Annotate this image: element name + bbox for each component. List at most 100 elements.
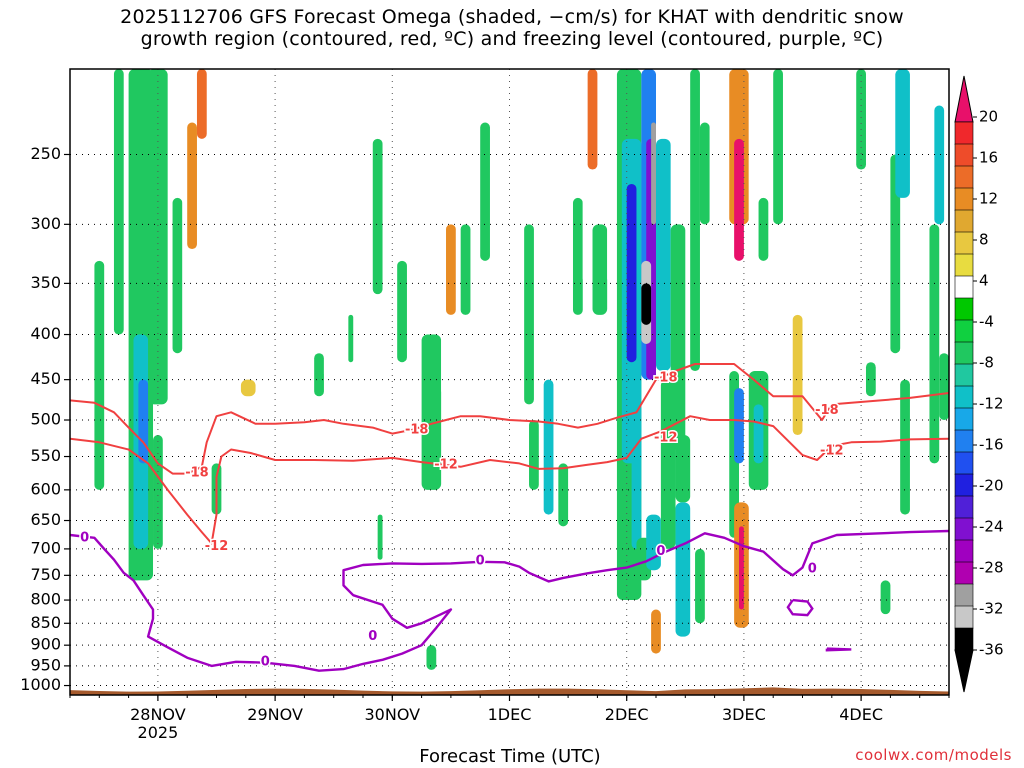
chart-title-line2: growth region (contoured, red, ºC) and f… (140, 28, 884, 50)
contour-label-13: 0 (808, 562, 817, 577)
colorbar-swatch-2 (954, 143, 974, 167)
omega-cell-86 (797, 69, 808, 139)
omega-cell-40 (529, 420, 539, 490)
omega-cell-20 (314, 353, 324, 397)
omega-cell-67 (675, 435, 691, 503)
omega-cell-74 (734, 138, 744, 261)
colorbar-swatch-3 (954, 165, 974, 189)
colorbar-swatch-12 (954, 363, 974, 387)
colorbar-label-13: -36 (979, 641, 1004, 659)
contour-label-10: 0 (368, 629, 377, 644)
omega-cell-36 (485, 502, 495, 560)
contour-label-5: -12 (654, 430, 678, 445)
colorbar-label-7: -12 (979, 395, 1004, 413)
colorbar-swatch-9 (954, 297, 974, 321)
y-tick-label-350: 350 (30, 273, 61, 292)
grid-lines (70, 69, 949, 695)
omega-cell-19 (304, 489, 315, 527)
omega-cell-37 (499, 69, 510, 284)
omega-cell-32 (446, 224, 456, 315)
y-tick-label-250: 250 (30, 144, 61, 163)
omega-cell-16 (240, 379, 256, 397)
colorbar-swatch-15 (954, 429, 974, 453)
colorbar-swatch-5 (954, 209, 974, 233)
y-tick-label-500: 500 (30, 410, 61, 429)
x-tick-label-29NOV: 29NOV (247, 705, 303, 724)
omega-cell-35 (480, 122, 490, 261)
y-tick-label-550: 550 (30, 446, 61, 465)
omega-cell-51 (607, 105, 617, 284)
y-tick-label-800: 800 (30, 590, 61, 609)
omega-cell-96 (934, 105, 945, 225)
omega-cell-29 (421, 334, 442, 490)
omega-cell-6 (138, 379, 149, 464)
contour-line-0 (70, 415, 949, 545)
contour-label-7: -12 (820, 443, 844, 458)
colorbar-label-6: -8 (979, 354, 994, 372)
colorbar-swatch-14 (954, 407, 974, 431)
colorbar-label-9: -20 (979, 477, 1004, 495)
omega-cell-70 (695, 548, 705, 624)
omega-cell-49 (587, 69, 598, 170)
contour-label-2: -18 (405, 422, 429, 437)
colorbar: 20 16 12 8 4 -4 -8 -12 -16 -20 -24 -28 -32 -36 (954, 75, 1004, 693)
chart-title-line1: 2025112706 GFS Forecast Omega (shaded, −… (120, 6, 904, 28)
omega-cell-79 (748, 69, 764, 315)
omega-cell-0 (94, 260, 105, 490)
omega-cell-13 (201, 314, 212, 397)
colorbar-swatch-10 (954, 319, 974, 343)
y-tick-label-650: 650 (30, 510, 61, 529)
omega-cell-42 (538, 600, 549, 646)
omega-cell-9 (172, 197, 183, 354)
y-tick-label-900: 900 (30, 635, 61, 654)
omega-cell-45 (558, 463, 569, 527)
contour-label-1: -12 (205, 539, 229, 554)
omega-cell-21 (323, 224, 344, 380)
x-tick-label-4DEC: 4DEC (839, 705, 883, 724)
omega-cell-64 (656, 138, 671, 372)
omega-cell-60 (641, 283, 652, 325)
omega-cell-47 (572, 197, 583, 315)
credit-link[interactable]: coolwx.com/models (855, 746, 1012, 764)
omega-cell-3 (118, 489, 129, 549)
omega-cell-12 (196, 69, 207, 139)
x-tick-label-2DEC: 2DEC (605, 705, 649, 724)
omega-cell-7 (148, 69, 168, 405)
colorbar-label-12: -32 (979, 600, 1004, 618)
y-axis: 250 300 350 400 450 500 550 600 650 700 750 800 850 9… (20, 144, 70, 694)
y-tick-label-600: 600 (30, 479, 61, 498)
x-tick-label-1DEC: 1DEC (488, 705, 532, 724)
omega-cell-93 (895, 69, 910, 198)
freezing-closed-0 (786, 598, 814, 617)
omega-cell-38 (504, 575, 515, 646)
omega-cell-82 (758, 197, 769, 261)
omega-cell-84 (787, 105, 808, 515)
omega-cell-91 (880, 580, 891, 615)
omega-shading (94, 69, 949, 670)
omega-cell-66 (670, 224, 686, 450)
omega-cell-81 (753, 404, 764, 464)
x-tick-label-30NOV: 30NOV (365, 705, 421, 724)
x-tick-label-3DEC: 3DEC (722, 705, 766, 724)
omega-cell-41 (533, 154, 544, 225)
colorbar-swatch-17 (954, 473, 974, 497)
y-tick-label-750: 750 (30, 565, 61, 584)
omega-cell-27 (397, 260, 407, 363)
omega-cell-76 (734, 388, 744, 464)
omega-cell-92 (890, 154, 901, 354)
contour-label-3: -12 (434, 457, 458, 472)
colorbar-swatch-20 (954, 539, 974, 563)
contour-label-8: 0 (80, 530, 89, 545)
omega-cell-2 (113, 69, 124, 335)
contour-labels: -18 -12 -18 -12 -18 -12 -18 -12 0 0 0 0 0 0 (79, 369, 845, 671)
colorbar-label-4: 4 (979, 272, 989, 290)
omega-cell-90 (875, 334, 886, 372)
colorbar-top-arrow (954, 75, 974, 123)
omega-cell-22 (333, 609, 344, 654)
contour-label-0: -18 (185, 465, 209, 480)
omega-cell-43 (543, 379, 554, 515)
omega-cell-39 (524, 224, 534, 405)
y-tick-label-950: 950 (30, 655, 61, 674)
colorbar-swatch-1 (954, 121, 974, 145)
